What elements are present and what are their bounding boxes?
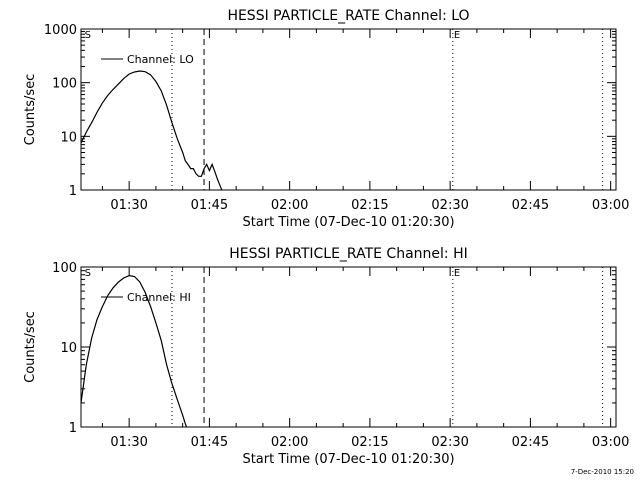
lo-x-tick-label: 02:45: [512, 198, 549, 213]
lo-y-axis-label: Counts/sec: [23, 74, 38, 146]
lo-x-tick-label: 02:30: [431, 198, 468, 213]
hi-marker-label-s: S: [85, 268, 91, 279]
hi-y-tick-label: 10: [60, 341, 77, 356]
hi-y-tick-label: 1: [69, 421, 77, 436]
hi-legend-label: Channel: HI: [127, 291, 191, 304]
lo-y-tick-label: 1000: [44, 23, 77, 38]
lo-axes-frame: [80, 28, 617, 191]
hi-x-tick-label: 02:45: [512, 435, 549, 450]
hi-x-tick-label: 02:15: [351, 435, 388, 450]
lo-marker-label-e: E: [454, 30, 460, 41]
lo-chart-title: HESSI PARTICLE_RATE Channel: LO: [227, 8, 469, 24]
lo-channel-panel: HESSI PARTICLE_RATE Channel: LO Counts/se…: [23, 8, 629, 230]
lo-x-tick-label: 01:30: [110, 198, 147, 213]
lo-y-tick-label: 10: [60, 130, 77, 145]
lo-legend-label: Channel: LO: [127, 53, 194, 66]
hi-y-tick-label: 100: [52, 261, 77, 276]
hi-chart-title: HESSI PARTICLE_RATE Channel: HI: [229, 246, 467, 262]
hi-x-tick-label: 01:45: [191, 435, 228, 450]
lo-x-tick-label: 02:00: [271, 198, 308, 213]
hi-channel-panel: HESSI PARTICLE_RATE Channel: HI Counts/se…: [23, 246, 629, 467]
hi-x-axis-label: Start Time (07-Dec-10 01:20:30): [242, 452, 454, 467]
lo-y-tick-label: 1: [69, 184, 77, 199]
hi-series-line: [81, 274, 188, 427]
timestamp-footer: 7-Dec-2010 15:20: [571, 468, 634, 476]
hi-x-tick-label: 01:30: [110, 435, 147, 450]
lo-x-tick-label: 03:00: [592, 198, 629, 213]
hi-y-axis-label: Counts/sec: [23, 311, 38, 383]
lo-y-tick-label: 100: [52, 77, 77, 92]
lo-x-tick-label: 02:15: [351, 198, 388, 213]
lo-x-tick-label: 01:45: [191, 198, 228, 213]
lo-series-line: [81, 70, 223, 190]
hi-marker-label-e: E: [454, 268, 460, 279]
lo-marker-label-s: S: [85, 30, 91, 41]
hi-x-tick-label: 02:00: [271, 435, 308, 450]
lo-x-axis-label: Start Time (07-Dec-10 01:20:30): [242, 215, 454, 230]
hi-x-tick-label: 02:30: [431, 435, 468, 450]
hi-x-tick-label: 03:00: [592, 435, 629, 450]
